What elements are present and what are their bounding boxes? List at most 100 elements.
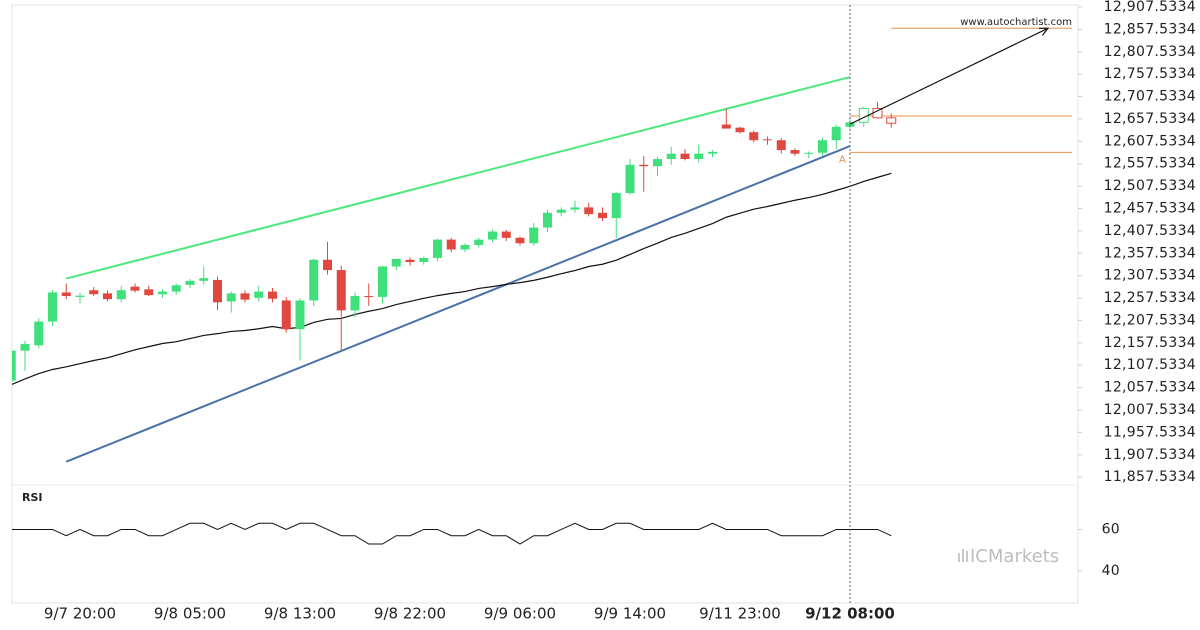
candle-body: [804, 152, 814, 154]
candle-body: [570, 207, 580, 210]
candle-body: [474, 239, 484, 245]
arrow-head: [1038, 27, 1050, 36]
candle-body: [721, 124, 731, 129]
watermark-text: ICMarkets: [970, 546, 1059, 567]
candle-body: [20, 343, 30, 351]
candle-body: [116, 290, 126, 300]
candle-body: [391, 258, 401, 267]
rsi-y-tick-label: 40: [1102, 563, 1120, 579]
candle-body: [103, 293, 112, 300]
candle-body: [529, 227, 539, 244]
source-label: www.autochartist.com: [960, 17, 1072, 28]
marker-label: A: [839, 154, 846, 165]
y-tick-label: 12,307.5334: [1104, 268, 1196, 284]
y-tick-label: 12,257.5334: [1104, 290, 1196, 306]
x-tick-label: 9/8 05:00: [154, 605, 226, 623]
y-tick-label: 11,957.5334: [1104, 424, 1196, 440]
rsi-title: RSI: [22, 491, 43, 504]
x-tick-label: 9/11 23:00: [699, 605, 781, 623]
y-tick-label: 12,607.5334: [1104, 133, 1196, 149]
candle-body: [639, 164, 649, 167]
y-tick-label: 12,657.5334: [1104, 111, 1196, 127]
y-tick-label: 12,157.5334: [1104, 335, 1196, 351]
candle-body: [763, 139, 772, 141]
candle-body: [75, 295, 85, 297]
candle-body: [323, 259, 332, 271]
candle-body: [61, 292, 71, 297]
candle-body: [213, 279, 222, 303]
candle-body: [240, 293, 250, 300]
candle-body: [158, 291, 167, 295]
y-tick-label: 11,857.5334: [1104, 469, 1196, 485]
watermark-bar: [962, 549, 964, 562]
trendline: [65, 145, 851, 463]
candle-body: [886, 117, 897, 124]
x-tick-label: 9/12 08:00: [805, 605, 895, 623]
rsi-line: [12, 522, 892, 545]
x-tick-label: 9/9 06:00: [484, 605, 556, 623]
candle-body: [185, 280, 195, 285]
candle-body: [364, 296, 374, 298]
rsi-y-tick-label: 60: [1102, 521, 1120, 537]
candle-body: [460, 245, 470, 250]
candle-body: [268, 291, 277, 299]
candle-body: [48, 292, 57, 322]
candle-body: [845, 122, 855, 127]
axes: 12,907.5334 12,857.5334 12,807.5334 12,757.…: [44, 0, 1196, 623]
y-tick-label: 12,357.5334: [1104, 245, 1196, 261]
trendline: [66, 76, 851, 280]
watermark: ICMarkets: [958, 546, 1059, 567]
y-tick-label: 12,457.5334: [1104, 200, 1196, 216]
candle-body: [171, 285, 181, 292]
y-tick-label: 12,207.5334: [1104, 312, 1196, 328]
candle-body: [611, 193, 621, 219]
candle-body: [735, 127, 745, 133]
y-tick-label: 11,907.5334: [1104, 447, 1196, 463]
candle-body: [34, 321, 44, 346]
watermark-bar: [958, 553, 960, 562]
x-tick-label: 9/8 13:00: [264, 605, 336, 623]
candle-body: [625, 164, 635, 194]
candle-body: [336, 270, 346, 311]
candle-body: [488, 231, 497, 240]
y-tick-label: 12,007.5334: [1104, 402, 1196, 418]
candle-body: [144, 289, 154, 296]
y-tick-label: 12,707.5334: [1104, 89, 1196, 105]
candle-body: [818, 140, 827, 153]
x-tick-label: 9/9 14:00: [594, 605, 666, 623]
candle-body: [749, 132, 759, 141]
candle-body: [776, 140, 786, 151]
y-tick-label: 12,757.5334: [1104, 66, 1196, 82]
candle-body: [199, 278, 209, 281]
candle-body: [254, 291, 264, 298]
candle-body: [680, 153, 690, 160]
candle-body: [295, 300, 305, 330]
candle-body: [584, 207, 594, 215]
candle-body: [790, 150, 800, 154]
candle-body: [281, 300, 291, 330]
candle-body: [501, 231, 511, 238]
candle-body: [653, 159, 662, 167]
candle-body: [378, 266, 387, 297]
y-tick-label: 12,807.5334: [1104, 44, 1196, 60]
y-tick-label: 12,057.5334: [1104, 380, 1196, 396]
rsi-panel: [12, 522, 892, 545]
main-panel: [12, 27, 1072, 463]
candle-body: [419, 257, 429, 263]
y-tick-label: 12,907.5334: [1104, 0, 1196, 15]
candle-body: [666, 153, 676, 160]
arrow-line: [849, 27, 1049, 125]
candle-body: [543, 212, 552, 228]
candle-body: [350, 296, 360, 311]
candle-body: [515, 237, 525, 244]
candle-body: [831, 126, 841, 141]
candle-body: [433, 239, 442, 258]
candle-body: [556, 209, 566, 213]
candle-body: [89, 290, 99, 295]
y-tick-label: 12,857.5334: [1104, 21, 1196, 37]
candle-body: [405, 259, 415, 263]
y-tick-label: 12,507.5334: [1104, 178, 1196, 194]
y-tick-label: 12,107.5334: [1104, 357, 1196, 373]
